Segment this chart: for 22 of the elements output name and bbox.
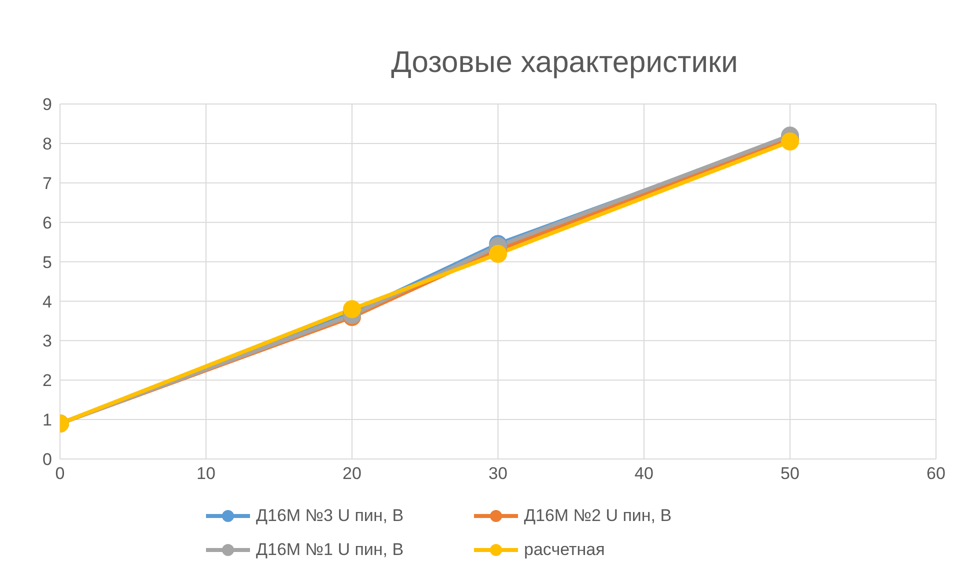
y-tick-label: 4 (42, 292, 52, 312)
y-tick-label: 8 (42, 134, 52, 154)
x-tick-label: 10 (196, 464, 216, 484)
chart-title: Дозовые характеристики (390, 45, 739, 81)
legend-label: расчетная (524, 540, 605, 560)
y-tick-label: 0 (42, 450, 52, 470)
x-tick-label: 0 (55, 464, 65, 484)
y-tick-label: 9 (42, 95, 52, 114)
y-tick-label: 1 (42, 410, 52, 430)
x-tick-label: 30 (488, 464, 508, 484)
legend-label: Д16М №3 U пин, В (256, 506, 404, 526)
y-tick-label: 5 (42, 252, 52, 272)
y-tick-label: 2 (42, 371, 52, 390)
x-tick-label: 40 (634, 464, 654, 484)
y-tick-label: 7 (42, 174, 52, 193)
legend-label: Д16М №2 U пин, В (524, 506, 672, 526)
legend-label: Д16М №1 U пин, В (256, 540, 404, 560)
x-tick-label: 60 (926, 464, 946, 484)
y-tick-label: 6 (42, 213, 52, 232)
y-tick-label: 3 (42, 332, 52, 351)
x-tick-label: 50 (780, 464, 800, 484)
x-tick-label: 20 (342, 464, 362, 484)
